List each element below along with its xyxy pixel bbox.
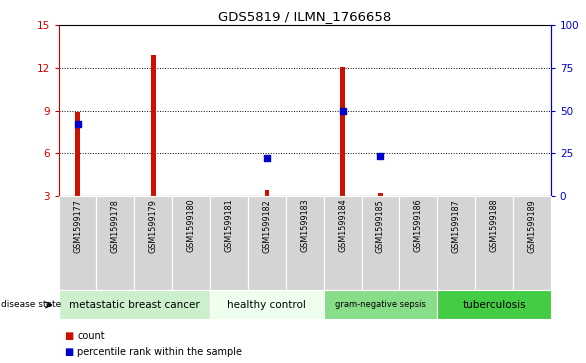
FancyBboxPatch shape (248, 196, 286, 290)
Text: GSM1599178: GSM1599178 (111, 199, 120, 253)
Text: GSM1599181: GSM1599181 (224, 199, 233, 253)
Title: GDS5819 / ILMN_1766658: GDS5819 / ILMN_1766658 (218, 10, 391, 23)
Text: GSM1599177: GSM1599177 (73, 199, 82, 253)
Bar (265, 190, 269, 196)
FancyBboxPatch shape (59, 290, 210, 319)
Text: GSM1599189: GSM1599189 (527, 199, 536, 253)
Text: GSM1599182: GSM1599182 (263, 199, 271, 253)
Bar (340, 67, 345, 196)
FancyBboxPatch shape (134, 196, 172, 290)
FancyBboxPatch shape (59, 196, 97, 290)
FancyBboxPatch shape (323, 290, 437, 319)
Text: metastatic breast cancer: metastatic breast cancer (69, 300, 200, 310)
Bar (75, 112, 80, 196)
Point (262, 155, 271, 160)
Text: GSM1599184: GSM1599184 (338, 199, 347, 253)
Text: ■: ■ (64, 331, 74, 341)
Text: disease state: disease state (1, 301, 61, 309)
Text: GSM1599179: GSM1599179 (149, 199, 158, 253)
Text: count: count (77, 331, 105, 341)
FancyBboxPatch shape (513, 196, 551, 290)
Text: GSM1599187: GSM1599187 (452, 199, 461, 253)
Point (73, 121, 82, 126)
FancyBboxPatch shape (437, 290, 551, 319)
Text: GSM1599185: GSM1599185 (376, 199, 385, 253)
Text: GSM1599186: GSM1599186 (414, 199, 423, 253)
Text: healthy control: healthy control (227, 300, 306, 310)
FancyBboxPatch shape (97, 196, 134, 290)
Point (376, 153, 385, 159)
FancyBboxPatch shape (210, 290, 323, 319)
FancyBboxPatch shape (323, 196, 362, 290)
FancyBboxPatch shape (437, 196, 475, 290)
Bar (151, 55, 155, 196)
Point (338, 108, 347, 114)
FancyBboxPatch shape (172, 196, 210, 290)
FancyBboxPatch shape (286, 196, 323, 290)
FancyBboxPatch shape (362, 196, 400, 290)
FancyBboxPatch shape (400, 196, 437, 290)
Text: ■: ■ (64, 347, 74, 357)
Text: GSM1599188: GSM1599188 (489, 199, 499, 253)
Text: GSM1599183: GSM1599183 (300, 199, 309, 253)
FancyBboxPatch shape (210, 196, 248, 290)
Text: gram-negative sepsis: gram-negative sepsis (335, 301, 426, 309)
Text: percentile rank within the sample: percentile rank within the sample (77, 347, 243, 357)
Bar (378, 193, 383, 196)
Text: tuberculosis: tuberculosis (462, 300, 526, 310)
FancyBboxPatch shape (475, 196, 513, 290)
Text: GSM1599180: GSM1599180 (186, 199, 196, 253)
